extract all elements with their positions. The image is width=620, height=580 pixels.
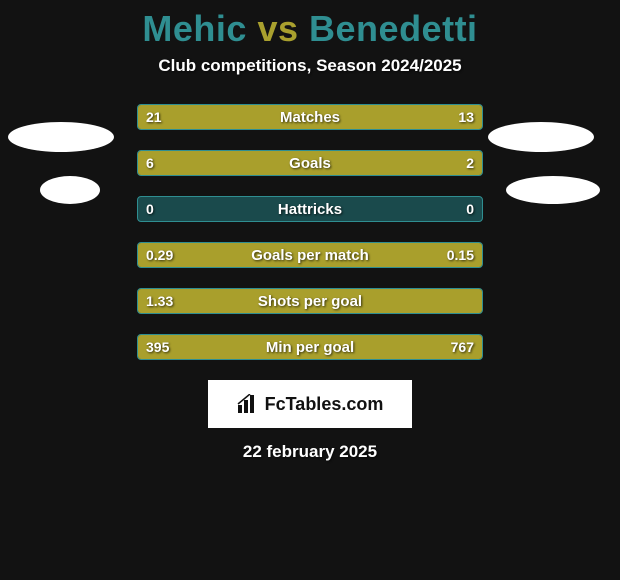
stat-fill-left — [138, 151, 386, 175]
stat-fill-right — [386, 151, 482, 175]
stat-value-left: 0 — [138, 197, 162, 221]
stat-fill-left — [138, 335, 245, 359]
title-vs: vs — [257, 8, 298, 49]
logo-text: FcTables.com — [265, 394, 384, 415]
stat-label: Hattricks — [138, 197, 482, 221]
stat-fill-right — [245, 335, 482, 359]
player2-photo-placeholder-1 — [488, 122, 594, 152]
page-title: Mehic vs Benedetti — [0, 0, 620, 50]
title-player1: Mehic — [142, 8, 247, 49]
comparison-chart: 2113Matches 62Goals 0 0Hattricks 0.290.15Goa… — [137, 104, 483, 360]
stat-fill-right — [351, 105, 482, 129]
date-label: 22 february 2025 — [0, 442, 620, 462]
stat-fill-left — [138, 105, 351, 129]
title-player2: Benedetti — [309, 8, 478, 49]
stat-row: 62Goals — [137, 150, 483, 176]
stat-row: 1.33Shots per goal — [137, 288, 483, 314]
player1-photo-placeholder-1 — [8, 122, 114, 152]
stat-row: 0 0Hattricks — [137, 196, 483, 222]
player1-photo-placeholder-2 — [40, 176, 100, 204]
player2-photo-placeholder-2 — [506, 176, 600, 204]
stat-row: 0.290.15Goals per match — [137, 242, 483, 268]
stat-row: 2113Matches — [137, 104, 483, 130]
stat-fill-left — [138, 289, 482, 313]
subtitle: Club competitions, Season 2024/2025 — [0, 56, 620, 76]
stat-value-right: 0 — [458, 197, 482, 221]
fctables-logo: FcTables.com — [208, 380, 412, 428]
stat-fill-left — [138, 243, 362, 267]
stat-fill-right — [362, 243, 482, 267]
bar-chart-icon — [237, 394, 259, 414]
stat-row: 395767Min per goal — [137, 334, 483, 360]
